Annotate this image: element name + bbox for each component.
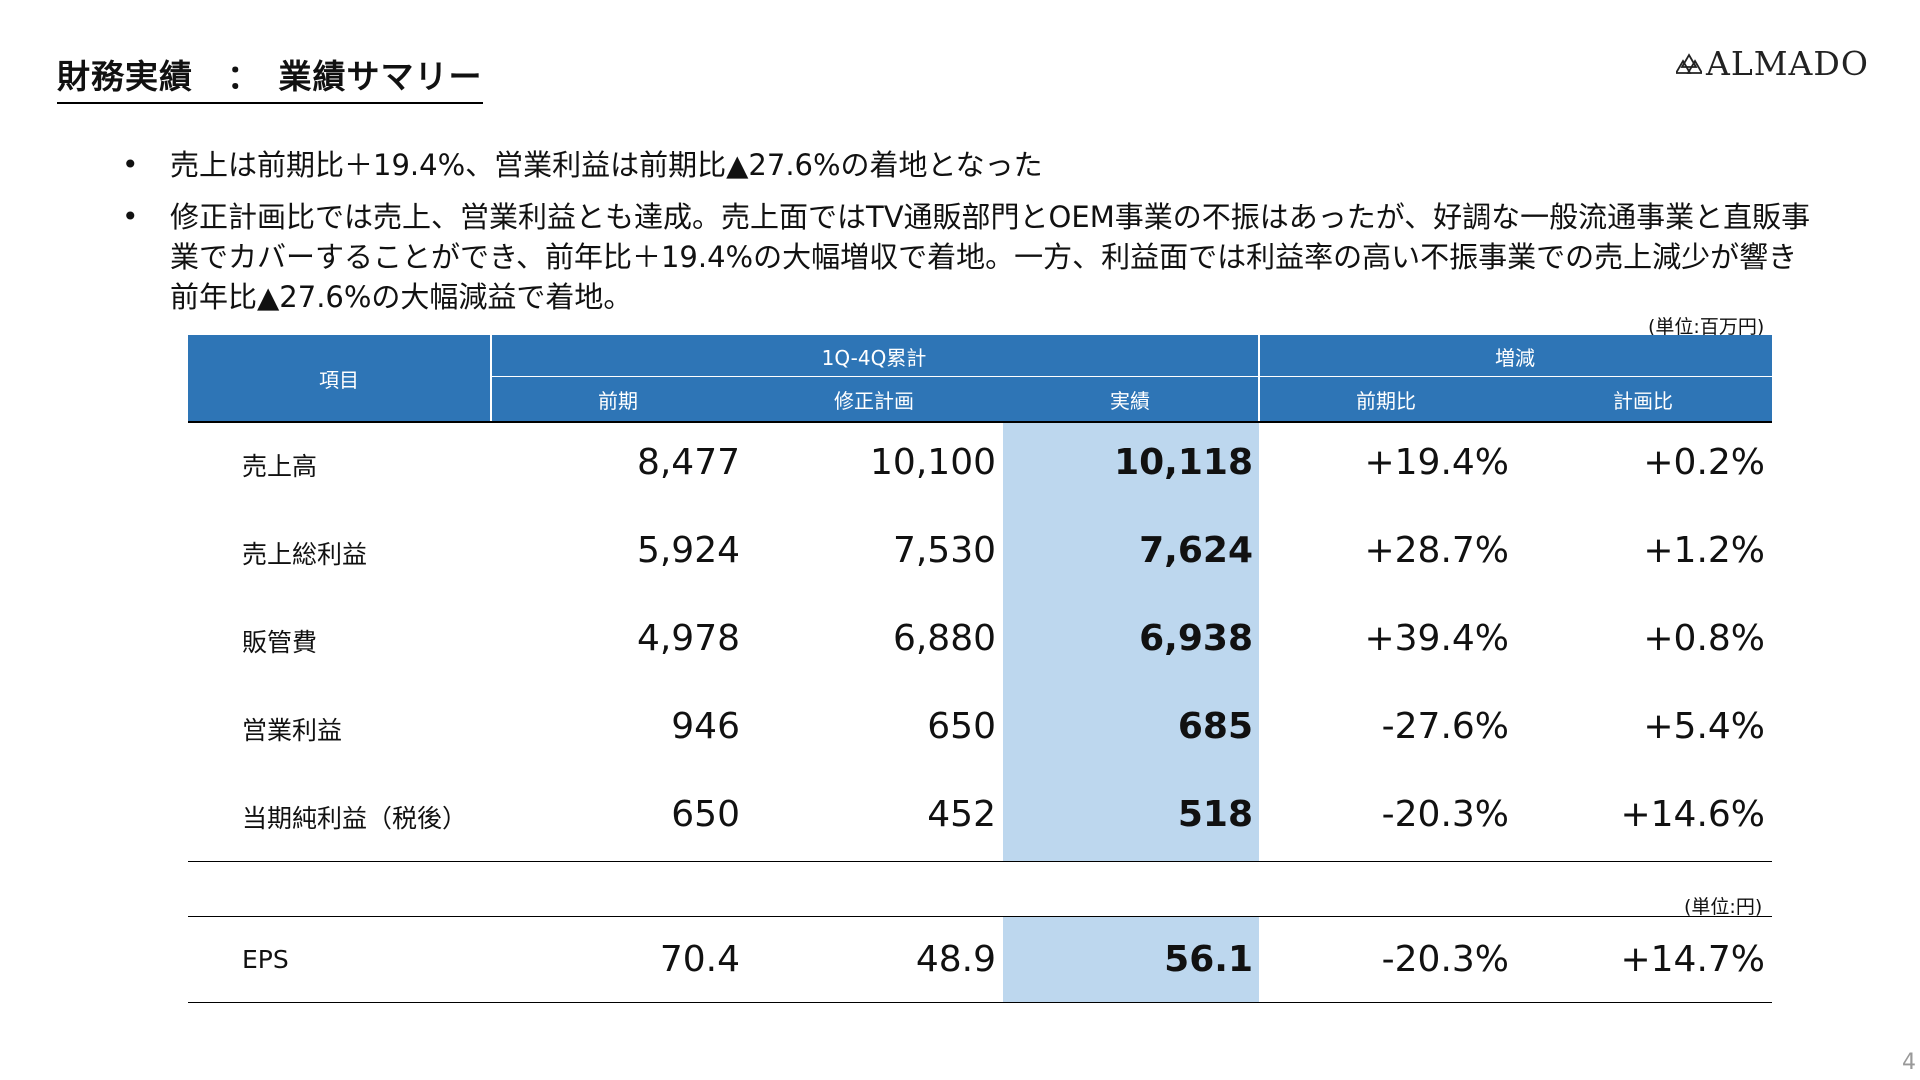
header-divider [490,335,492,421]
summary-table: 項目 1Q-4Q累計 増減 前期 修正計画 実績 前期比 計画比 売上高 8,4… [188,333,1772,1003]
table-rule [188,1002,1772,1003]
eps-actual-highlight [1003,917,1259,1003]
bullet-item: • 修正計画比では売上、営業利益とも達成。売上面ではTV通販部門とOEM事業の不… [118,197,1818,317]
header-item: 項目 [188,335,490,421]
table-rule [188,421,1772,423]
cell-vs-prev: +39.4% [1364,618,1509,659]
cell-plan: 452 [927,794,996,835]
unit-label-eps: (単位:円) [1684,896,1763,918]
cell-prev: 5,924 [636,530,740,571]
cell-vs-plan: +0.8% [1643,618,1765,659]
cell-plan: 48.9 [915,939,996,980]
header-revised-plan: 修正計画 [746,378,1002,421]
row-label: 売上高 [242,452,318,481]
cell-vs-plan: +5.4% [1643,706,1765,747]
header-vs-plan: 計画比 [1514,378,1772,421]
cell-vs-prev: -27.6% [1381,706,1509,747]
cell-actual: 7,624 [1139,530,1253,571]
cell-prev: 946 [671,706,740,747]
cell-vs-prev: +28.7% [1364,530,1509,571]
header-group-cumulative: 1Q-4Q累計 [490,335,1258,377]
row-label: EPS [242,945,289,974]
bullet-text: 売上は前期比＋19.4%、営業利益は前期比▲27.6%の着地となった [170,148,1043,182]
page-number: 4 [1902,1050,1916,1075]
row-label: 販管費 [242,628,318,657]
cell-actual: 6,938 [1139,618,1253,659]
cell-actual: 685 [1177,706,1253,747]
cell-actual: 518 [1177,794,1253,835]
cell-plan: 6,880 [892,618,996,659]
cell-actual: 56.1 [1164,939,1253,980]
cell-vs-prev: +19.4% [1364,442,1509,483]
page-title: 財務実績 ： 業績サマリー [57,50,483,104]
cell-plan: 7,530 [892,530,996,571]
cell-prev: 650 [671,794,740,835]
cell-prev: 8,477 [636,442,740,483]
row-label: 営業利益 [242,716,343,745]
cell-plan: 650 [927,706,996,747]
table-rule [188,861,1772,862]
cell-actual: 10,118 [1114,442,1253,483]
row-label: 売上総利益 [242,540,368,569]
cell-vs-plan: +14.7% [1620,939,1765,980]
table-rule [188,916,1772,917]
bullet-text: 修正計画比では売上、営業利益とも達成。売上面ではTV通販部門とOEM事業の不振は… [170,200,1811,314]
header-actual: 実績 [1002,378,1258,421]
bullet-item: • 売上は前期比＋19.4%、営業利益は前期比▲27.6%の着地となった [118,145,1818,185]
actual-column-highlight [1003,422,1259,862]
logo-mark-icon [1676,52,1702,74]
cell-prev: 4,978 [636,618,740,659]
cell-vs-prev: -20.3% [1381,794,1509,835]
header-divider [490,376,1772,377]
summary-bullets: • 売上は前期比＋19.4%、営業利益は前期比▲27.6%の着地となった • 修… [118,145,1818,329]
header-group-change: 増減 [1258,335,1772,377]
cell-plan: 10,100 [870,442,996,483]
cell-prev: 70.4 [659,939,740,980]
header-prev: 前期 [490,378,746,421]
logo-text: ALMADO [1706,44,1869,83]
bullet-dot-icon: • [122,148,139,181]
cell-vs-prev: -20.3% [1381,939,1509,980]
cell-vs-plan: +14.6% [1620,794,1765,835]
header-vs-prev: 前期比 [1258,378,1514,421]
cell-vs-plan: +1.2% [1643,530,1765,571]
cell-vs-plan: +0.2% [1643,442,1765,483]
company-logo: ALMADO [1676,44,1869,83]
unit-label-main: (単位:百万円) [1648,316,1765,338]
bullet-dot-icon: • [122,200,139,233]
header-divider [1258,335,1260,421]
row-label: 当期純利益（税後） [242,804,468,833]
